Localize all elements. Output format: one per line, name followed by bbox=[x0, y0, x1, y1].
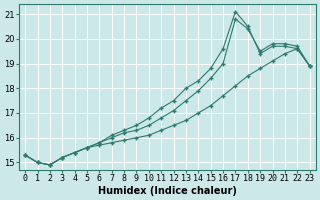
X-axis label: Humidex (Indice chaleur): Humidex (Indice chaleur) bbox=[98, 186, 237, 196]
